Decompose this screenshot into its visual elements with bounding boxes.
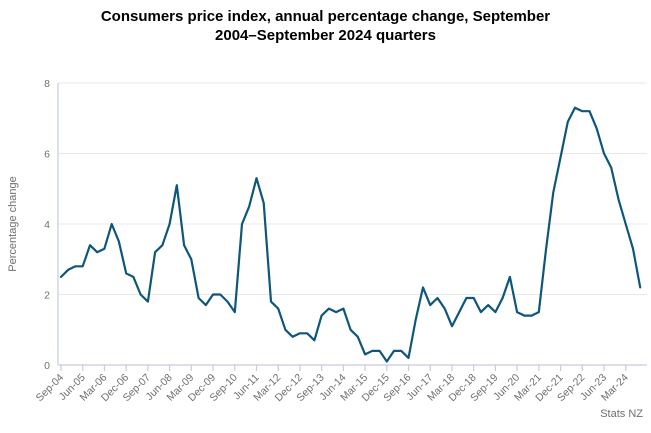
x-ticks	[60, 365, 627, 371]
y-axis-title: Percentage change	[7, 176, 19, 271]
y-tick-labels: 0 2 4 6 8	[44, 78, 50, 372]
stats-nz-attribution: Stats NZ	[600, 408, 643, 420]
y-tick-label: 4	[44, 219, 50, 231]
y-tick-label: 2	[44, 290, 50, 302]
cpi-line-series	[59, 106, 642, 363]
gridlines	[58, 82, 647, 295]
y-tick-label: 6	[44, 149, 50, 161]
chart-title: Consumers price index, annual percentage…	[0, 7, 651, 45]
chart-title-line-2: 2004–September 2024 quarters	[215, 27, 436, 44]
y-tick-label: 0	[44, 360, 50, 372]
axes	[57, 83, 647, 366]
chart-title-line-1: Consumers price index, annual percentage…	[100, 8, 551, 25]
series-line	[59, 106, 642, 363]
x-tick-labels: Sep-04Jun-05Mar-06Dec-06Sep-07Jun-08Mar-…	[34, 372, 631, 405]
y-tick-label: 8	[44, 78, 50, 90]
